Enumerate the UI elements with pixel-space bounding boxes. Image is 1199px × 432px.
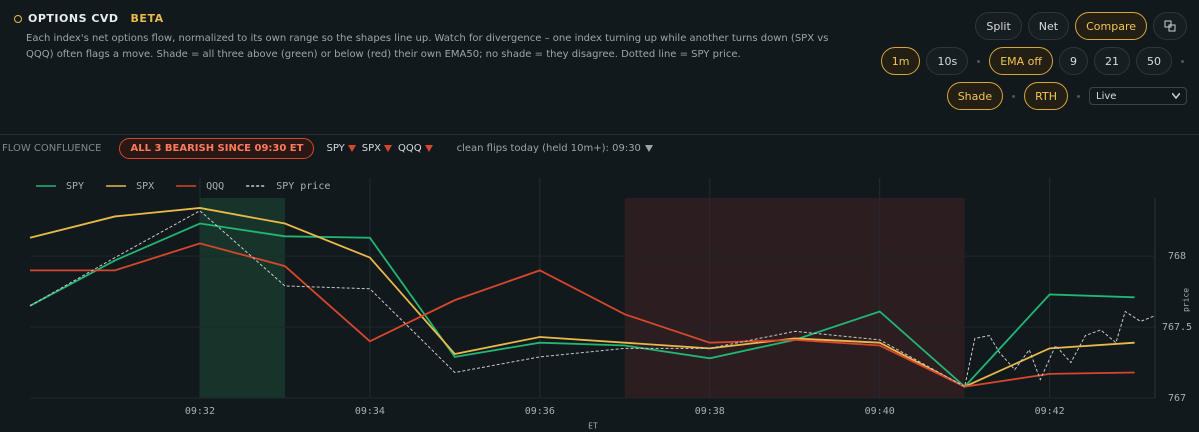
x-tick-label: 09:34 [355, 406, 385, 417]
control-row: 1m 10s EMA off 9 21 50 [880, 47, 1187, 75]
bearish-arrow [383, 144, 392, 152]
legend-label: SPX [136, 181, 154, 192]
toggle-button[interactable]: Compare [1075, 12, 1147, 40]
status-ring [14, 14, 22, 23]
index-name: QQQ [397, 142, 422, 154]
legend-label: SPY [66, 181, 84, 192]
toggle-button[interactable]: 1m [880, 47, 921, 75]
separator [977, 59, 981, 63]
x-tick-label: 09:32 [185, 406, 215, 417]
legend-label: QQQ [206, 181, 224, 192]
description: Each index's net options flow, normalize… [26, 33, 829, 60]
x-tick-label: 09:40 [865, 406, 895, 417]
bearish-arrow [424, 144, 433, 152]
toggle-button[interactable]: 21 [1094, 47, 1130, 75]
index-name: SPX [361, 142, 381, 154]
y-axis-label: price [1182, 288, 1191, 312]
source-value: Live [1096, 90, 1117, 102]
ema-shade [199, 198, 285, 398]
x-tick-label: 09:42 [1035, 406, 1065, 417]
y-tick-label: 767.5 [1162, 322, 1192, 333]
header: OPTIONS CVD BETA [14, 12, 164, 25]
legend-label: SPY price [276, 181, 330, 192]
confluence: FLOW CONFLUENCE ALL 3 BEARISH SINCE 09:3… [2, 137, 653, 159]
separator [1012, 94, 1016, 98]
toggle-button[interactable]: Shade [946, 82, 1004, 110]
y-tick-label: 767 [1168, 393, 1186, 404]
toggle-button[interactable]: EMA off [989, 47, 1053, 75]
controls: Split Net Compare 1m 10s EMA off 9 21 50 Shade RTH… [880, 12, 1187, 110]
series-line [30, 242, 1135, 388]
toggle-button[interactable]: Net [1027, 12, 1070, 40]
toggle-button[interactable]: 10s [926, 47, 969, 75]
ema-shade [624, 198, 965, 398]
separator [1077, 94, 1080, 98]
series-line [29, 210, 1156, 388]
control-row: Shade RTH Live [946, 82, 1187, 110]
x-axis-label: ET [588, 422, 598, 431]
index-status: QQQ [398, 143, 433, 154]
confluence-status: ALL 3 BEARISH SINCE 09:30 ET [119, 137, 315, 159]
x-tick-label: 09:38 [695, 406, 725, 417]
flips-text: clean flips today (held 10m+): 09:30 [456, 142, 641, 154]
source-select[interactable]: Live [1089, 87, 1187, 105]
flips-arrow [644, 144, 653, 152]
index-name: SPY [326, 142, 345, 154]
bearish-arrow [347, 144, 356, 152]
toggle-button[interactable]: 50 [1136, 47, 1172, 75]
index-list: SPY SPX QQQ [326, 142, 433, 154]
toggle-button[interactable]: 9 [1059, 47, 1088, 75]
toggle-button[interactable]: Split [975, 12, 1022, 40]
separator [1181, 59, 1184, 63]
select-caret [1172, 93, 1180, 99]
title: OPTIONS CVD [28, 12, 119, 25]
toggle-button[interactable]: RTH [1024, 82, 1068, 110]
badge: BETA [130, 12, 164, 25]
divider [0, 134, 1199, 135]
series-line [29, 207, 1135, 388]
index-status: SPY [326, 142, 356, 154]
popout-button[interactable] [1153, 12, 1187, 40]
control-row: Split Net Compare [975, 12, 1187, 40]
confluence-label: FLOW CONFLUENCE [2, 142, 102, 154]
y-tick-label: 768 [1168, 251, 1186, 262]
popout-icon [1164, 20, 1176, 32]
flips: clean flips today (held 10m+): 09:30 [457, 143, 653, 154]
index-status: SPX [362, 143, 392, 154]
series-line [29, 222, 1135, 388]
x-tick-label: 09:36 [525, 406, 555, 417]
